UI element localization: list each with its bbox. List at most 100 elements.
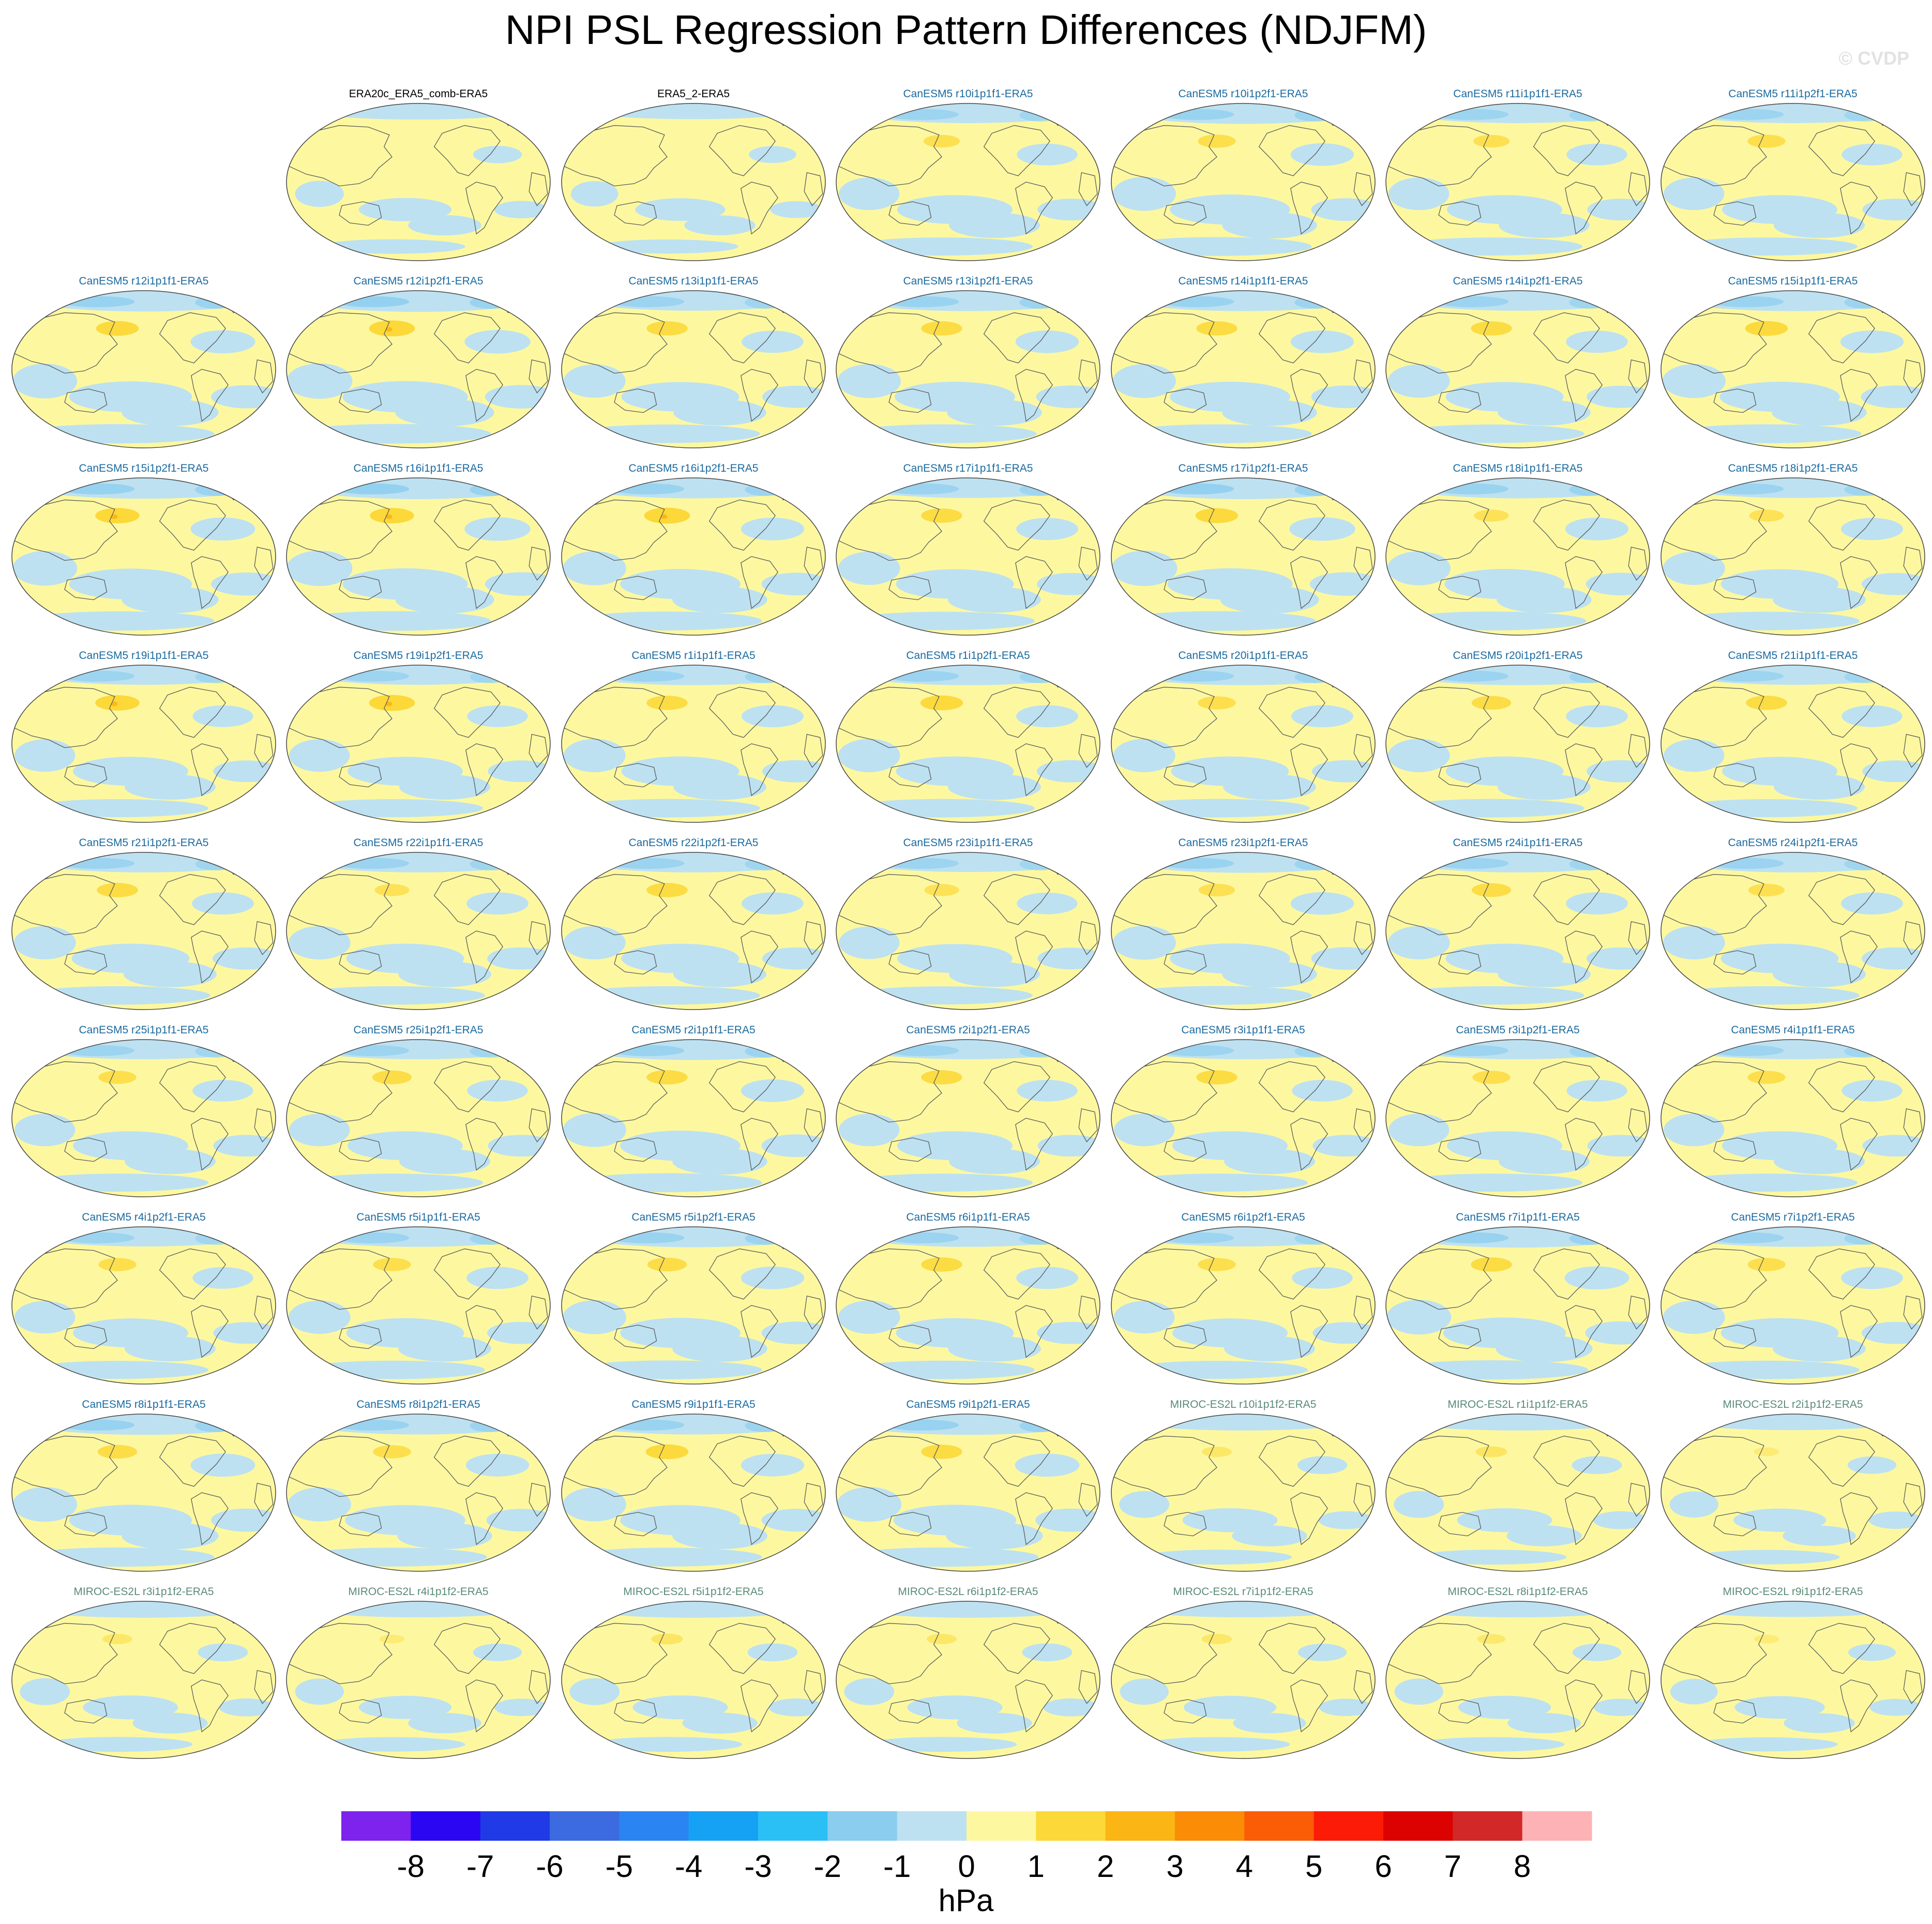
negative-anomaly-region <box>1036 760 1100 783</box>
coastline <box>433 125 501 176</box>
north-pacific-positive-anomaly <box>926 1633 957 1645</box>
negative-anomaly-region <box>319 1737 465 1752</box>
coastline <box>1258 1248 1325 1300</box>
arctic-negative-core <box>1160 1232 1234 1243</box>
arctic-negative-band <box>562 665 825 685</box>
panel-title: CanESM5 r5i1p2f1-ERA5 <box>631 1211 756 1223</box>
negative-anomaly-region <box>838 739 900 772</box>
coastline <box>614 1325 657 1349</box>
arctic-negative-core <box>1569 670 1612 683</box>
negative-anomaly-region <box>572 1547 762 1567</box>
negative-anomaly-region <box>1114 1301 1175 1334</box>
negative-anomaly-region <box>768 1698 824 1717</box>
watermark: © CVDP <box>1838 48 1909 69</box>
map-plot <box>1661 290 1925 448</box>
arctic-negative-band <box>286 103 550 120</box>
coastline <box>1353 172 1373 206</box>
negative-anomaly-region <box>1773 587 1866 613</box>
negative-anomaly-region <box>1291 705 1353 728</box>
negative-anomaly-region <box>488 760 550 783</box>
negative-anomaly-region <box>1222 399 1317 426</box>
negative-anomaly-region <box>1774 774 1865 800</box>
north-pacific-positive-anomaly <box>920 695 963 711</box>
coastline <box>1290 1679 1329 1733</box>
arctic-negative-band <box>286 852 550 873</box>
negative-anomaly-region <box>1015 330 1079 353</box>
negative-anomaly-region <box>464 330 531 354</box>
coastline <box>191 1679 229 1733</box>
map-panel: CanESM5 r6i1p2f1-ERA5 <box>1109 1211 1378 1387</box>
north-pacific-positive-anomaly <box>1747 1071 1786 1084</box>
negative-anomaly-region <box>1587 1135 1650 1157</box>
negative-anomaly-region <box>494 1698 548 1717</box>
map-border <box>11 1601 276 1759</box>
panel-title: MIROC-ES2L r10i1p1f2-ERA5 <box>1170 1399 1317 1410</box>
negative-anomaly-region <box>1861 1321 1925 1344</box>
coastline <box>1808 1248 1875 1300</box>
negative-anomaly-region <box>1663 926 1725 959</box>
north-pacific-positive-core <box>660 514 668 519</box>
negative-anomaly-region <box>1124 799 1310 818</box>
negative-anomaly-region <box>563 364 626 398</box>
panel-title: ERA20c_ERA5_comb-ERA5 <box>349 88 488 100</box>
negative-anomaly-region <box>570 181 618 207</box>
coastline <box>804 921 823 955</box>
arctic-negative-core <box>1844 296 1887 309</box>
negative-anomaly-region <box>1232 1525 1307 1546</box>
arctic-negative-core <box>745 483 788 496</box>
coastline <box>1353 359 1373 394</box>
map-panel: CanESM5 r3i1p2f1-ERA5 <box>1383 1024 1652 1200</box>
arctic-negative-band <box>1661 665 1925 685</box>
arctic-negative-band <box>12 1227 276 1246</box>
coastline <box>289 1248 393 1310</box>
coastline <box>1808 312 1875 364</box>
panel-title: CanESM5 r23i1p1f1-ERA5 <box>903 837 1033 849</box>
coastline <box>254 546 274 581</box>
negative-anomaly-region <box>1784 1713 1855 1733</box>
negative-anomaly-region <box>948 1335 1041 1362</box>
negative-anomaly-region <box>299 986 485 1005</box>
negative-anomaly-region <box>473 1643 522 1661</box>
map-border <box>286 665 551 823</box>
arctic-negative-band <box>1386 478 1650 499</box>
coastline <box>433 686 501 738</box>
coastline <box>339 1325 382 1349</box>
coastline <box>1840 369 1878 422</box>
map-border <box>836 1039 1100 1197</box>
positive-anomaly-field <box>562 1601 825 1758</box>
map-panel: CanESM5 r8i1p2f1-ERA5 <box>284 1399 553 1574</box>
coastline <box>741 1679 779 1733</box>
arctic-negative-band <box>1661 478 1925 498</box>
coastline <box>159 1622 226 1674</box>
map-plot <box>1385 103 1650 261</box>
map-plot <box>1385 1226 1650 1385</box>
negative-anomaly-region <box>563 551 626 585</box>
arctic-negative-core <box>610 1045 685 1056</box>
coastline <box>564 1622 668 1685</box>
arctic-negative-band <box>1111 1040 1375 1059</box>
negative-anomaly-region <box>1311 947 1375 970</box>
coastline <box>983 1061 1050 1113</box>
negative-anomaly-region <box>761 1321 825 1345</box>
coastline <box>1713 950 1757 975</box>
colorbar-swatch <box>827 1811 898 1841</box>
negative-anomaly-region <box>295 1678 344 1705</box>
coastline <box>1628 733 1648 768</box>
arctic-negative-band <box>836 1040 1100 1059</box>
coastline <box>741 930 779 984</box>
map-border <box>286 1039 551 1197</box>
negative-anomaly-region <box>1773 961 1866 987</box>
coastline <box>1903 172 1923 206</box>
negative-anomaly-region <box>212 947 276 970</box>
north-pacific-positive-anomaly <box>921 1070 962 1085</box>
coastline <box>289 1622 393 1685</box>
negative-anomaly-region <box>949 961 1040 987</box>
coastline <box>339 1699 382 1724</box>
negative-anomaly-region <box>1113 739 1175 772</box>
coastline <box>529 921 548 955</box>
map-plot <box>1111 1226 1376 1385</box>
map-panel: CanESM5 r1i1p2f1-ERA5 <box>834 650 1103 825</box>
negative-anomaly-region <box>849 611 1035 630</box>
coastline <box>1353 1295 1373 1330</box>
arctic-negative-core <box>1569 109 1612 122</box>
